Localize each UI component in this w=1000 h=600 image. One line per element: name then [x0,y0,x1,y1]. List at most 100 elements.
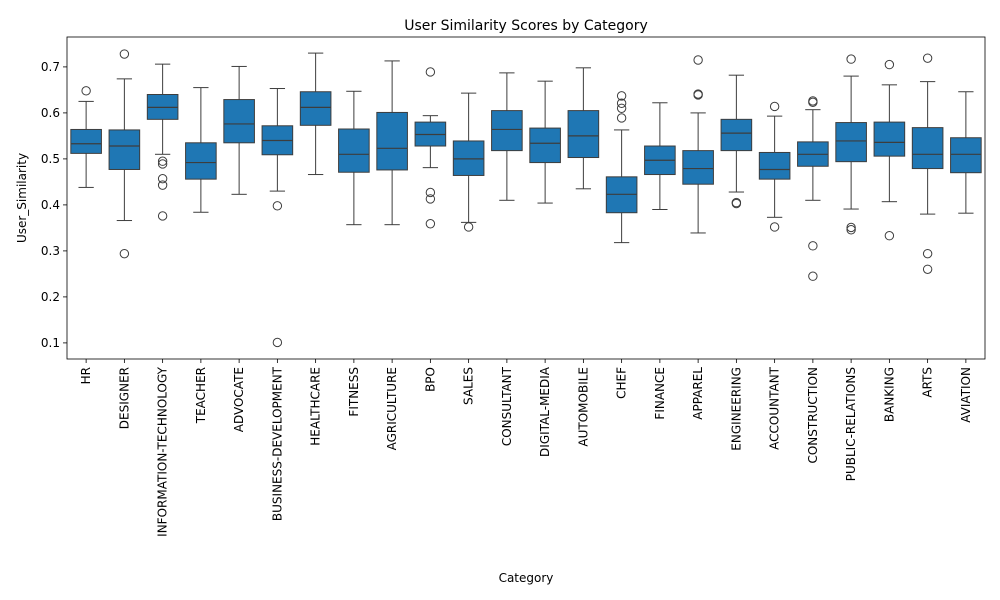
x-tick-label: ACCOUNTANT [768,366,782,450]
y-tick-label: 0.4 [41,198,60,212]
box-healthcare [299,52,332,176]
box-iqr [873,121,906,157]
y-tick-label: 0.1 [41,336,60,350]
outlier-point [157,211,168,221]
outlier-point [157,159,168,169]
box-banking [873,59,906,241]
x-tick-label: TEACHER [194,367,208,424]
outlier-point [157,180,168,190]
box-accountant [758,101,791,232]
outlier-point [769,101,780,112]
box-business-development [261,88,294,348]
box-iqr [299,91,332,126]
outlier-point [616,103,627,114]
box-digital-media [529,80,561,204]
outlier-point [463,222,474,232]
outlier-point [425,187,436,198]
plot-area [70,49,982,348]
outlier-point [922,53,933,63]
box-information-technology [146,63,179,221]
outlier-point [157,156,168,166]
y-axis-label: User_Similarity [15,153,29,243]
box-iqr [376,111,408,171]
y-tick-label: 0.3 [41,244,60,258]
box-bpo [414,67,447,229]
outlier-point [119,49,130,59]
x-tick-label: CHEF [615,367,629,399]
box-sales [452,92,485,232]
x-tick-label: AUTOMOBILE [576,367,590,447]
box-public-relations [835,54,867,235]
box-iqr [567,110,600,159]
x-tick-label: BPO [423,367,437,392]
outlier-point [808,271,818,281]
x-tick-label: ARTS [921,367,935,398]
y-tick-label: 0.5 [41,152,60,166]
outlier-point [425,194,436,204]
box-iqr [452,140,485,176]
box-finance [644,102,676,210]
box-iqr [108,129,141,170]
chart-title: User Similarity Scores by Category [404,18,648,34]
outlier-point [846,54,856,64]
outlier-point [884,231,895,241]
box-iqr [950,137,982,174]
box-agriculture [376,60,408,226]
outlier-point [425,67,436,77]
x-tick-label: HR [79,367,93,384]
box-iqr [529,127,561,164]
box-engineering [720,74,753,209]
box-aviation [950,91,982,214]
box-teacher [185,87,217,213]
outlier-point [922,248,933,259]
outlier-point [425,219,436,229]
plot-frame [66,36,986,360]
outlier-point [157,173,168,184]
outlier-point [884,59,895,70]
outlier-point [808,241,818,251]
outlier-point [693,55,703,65]
x-tick-label: BUSINESS-DEVELOPMENT [270,366,284,521]
box-iqr [223,99,255,144]
box-arts [911,53,944,274]
box-iqr [720,118,753,152]
x-tick-label: AVIATION [959,367,973,423]
outlier-point [846,222,856,233]
y-tick-label: 0.7 [41,60,60,74]
x-tick-label: CONSTRUCTION [806,367,820,464]
box-consultant [491,72,523,201]
outlier-point [846,225,856,235]
x-axis: HR DESIGNER INFORMATION-TECHNOLOGY TEACHER A… [79,359,973,537]
x-tick-label: BANKING [882,367,896,422]
box-chef [605,91,638,244]
outlier-point [81,86,91,96]
outlier-point [731,198,742,209]
outlier-point [769,222,780,232]
x-tick-label: CONSULTANT [500,366,514,446]
outlier-point [119,248,130,259]
x-tick-label: HEALTHCARE [309,367,323,446]
x-tick-label: DIGITAL-MEDIA [538,366,552,457]
x-tick-label: FINANCE [653,367,667,420]
x-tick-label: FITNESS [347,367,361,417]
y-axis: 0.1 0.2 0.3 0.4 0.5 0.6 0.7 [41,60,67,350]
x-tick-label: AGRICULTURE [385,367,399,450]
x-tick-label: PUBLIC-RELATIONS [844,367,858,481]
box-iqr [185,142,217,180]
box-iqr [682,150,714,185]
outlier-point [272,337,283,348]
box-automobile [567,67,600,190]
x-tick-label: INFORMATION-TECHNOLOGY [156,366,170,536]
x-axis-label: Category [499,571,554,585]
box-designer [108,49,141,259]
box-construction [797,96,829,281]
box-iqr [758,151,791,180]
outlier-point [922,264,933,274]
box-iqr [911,127,944,170]
x-tick-label: ENGINEERING [729,367,743,451]
x-tick-label: SALES [462,367,476,405]
y-tick-label: 0.6 [41,106,60,120]
x-tick-label: APPAREL [691,367,705,420]
outlier-point [616,98,627,108]
